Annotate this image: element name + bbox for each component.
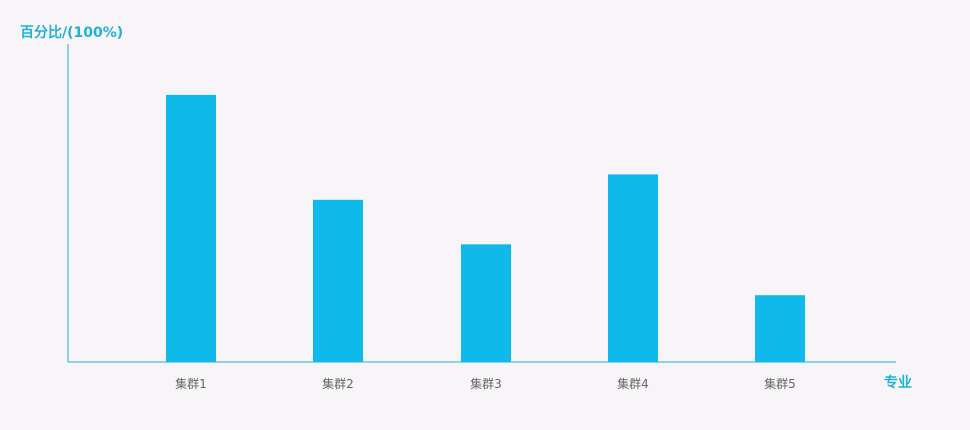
x-tick-label-5: 集群5: [764, 376, 796, 391]
x-tick-label-2: 集群2: [322, 376, 354, 391]
x-tick-label-1: 集群1: [175, 376, 207, 391]
bar-2: [313, 199, 363, 362]
x-tick-label-group: 集群1 集群2 集群3 集群4 集群5: [175, 376, 796, 391]
bar-3: [461, 244, 511, 362]
bar-4: [608, 174, 658, 362]
bar-group: [166, 94, 805, 362]
x-tick-label-3: 集群3: [470, 376, 502, 391]
x-axis-label: 专业: [884, 374, 912, 391]
y-axis-label: 百分比/(100%): [20, 24, 123, 41]
bar-5: [755, 295, 805, 362]
x-tick-label-4: 集群4: [617, 376, 649, 391]
bar-1: [166, 94, 216, 362]
